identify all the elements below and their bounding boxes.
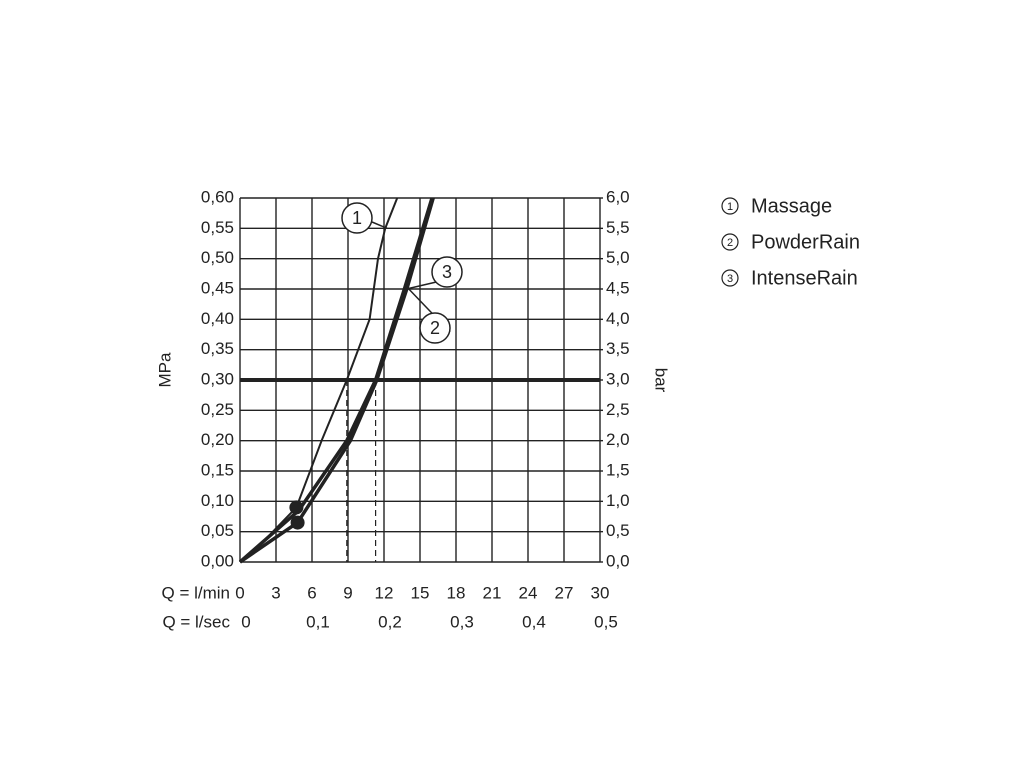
x-tick-label: 18 bbox=[447, 583, 466, 602]
legend-number: 2 bbox=[727, 237, 733, 249]
x-tick-label: 3 bbox=[271, 583, 280, 602]
y-tick-label: 0,40 bbox=[201, 309, 234, 328]
y2-tick-label: 6,0 bbox=[606, 187, 630, 206]
y-tick-label: 0,10 bbox=[201, 491, 234, 510]
y-tick-label: 0,30 bbox=[201, 369, 234, 388]
y2-tick-label: 0,5 bbox=[606, 521, 630, 540]
y2-tick-label: 3,0 bbox=[606, 369, 630, 388]
x2-axis-label: Q = l/sec bbox=[162, 612, 230, 631]
y2-tick-label: 1,5 bbox=[606, 460, 630, 479]
y2-tick-label: 5,5 bbox=[606, 218, 630, 237]
callout-label: 3 bbox=[442, 262, 452, 282]
y-tick-label: 0,20 bbox=[201, 430, 234, 449]
legend-label: Massage bbox=[751, 195, 832, 217]
x-tick-label: 27 bbox=[555, 583, 574, 602]
callout-circle bbox=[419, 312, 451, 344]
legend-number: 3 bbox=[727, 273, 733, 285]
legend-circle bbox=[721, 197, 739, 215]
y-axis-label: MPa bbox=[155, 352, 174, 388]
x2-tick-label: 0,1 bbox=[306, 612, 330, 631]
y-tick-label: 0,35 bbox=[201, 339, 234, 358]
callout-circle bbox=[341, 202, 373, 234]
y2-axis-label: bar bbox=[652, 368, 671, 393]
y-tick-label: 0,05 bbox=[201, 521, 234, 540]
line-series bbox=[238, 197, 434, 564]
y2-tick-label: 4,5 bbox=[606, 278, 630, 297]
x2-tick-label: 0,5 bbox=[594, 612, 618, 631]
x-tick-label: 24 bbox=[519, 583, 538, 602]
x2-tick-label: 0,4 bbox=[522, 612, 546, 631]
y2-tick-label: 0,0 bbox=[606, 551, 630, 570]
y-tick-label: 0,00 bbox=[201, 551, 234, 570]
legend-number: 1 bbox=[727, 201, 733, 213]
y2-tick-label: 3,5 bbox=[606, 339, 630, 358]
y-tick-label: 0,15 bbox=[201, 460, 234, 479]
x2-tick-label: 0 bbox=[241, 612, 250, 631]
x-tick-label: 30 bbox=[591, 583, 610, 602]
y2-tick-label: 2,0 bbox=[606, 430, 630, 449]
legend-label: PowderRain bbox=[751, 231, 860, 253]
y2-tick-label: 5,0 bbox=[606, 248, 630, 267]
y-tick-label: 0,50 bbox=[201, 248, 234, 267]
y-tick-label: 0,60 bbox=[201, 187, 234, 206]
legend-circle bbox=[721, 233, 739, 251]
callout-leader bbox=[371, 221, 388, 230]
x-tick-label: 21 bbox=[483, 583, 502, 602]
callout-circle bbox=[431, 256, 463, 288]
x-tick-label: 0 bbox=[235, 583, 244, 602]
x-axis-label: Q = l/min bbox=[162, 583, 231, 602]
y2-tick-label: 1,0 bbox=[606, 491, 630, 510]
y-tick-label: 0,45 bbox=[201, 278, 234, 297]
x-tick-label: 12 bbox=[375, 583, 394, 602]
y-tick-label: 0,25 bbox=[201, 400, 234, 419]
y2-tick-label: 4,0 bbox=[606, 309, 630, 328]
x2-tick-label: 0,2 bbox=[378, 612, 402, 631]
point bbox=[290, 515, 305, 530]
callout-label: 2 bbox=[430, 318, 440, 338]
y2-tick-label: 2,5 bbox=[606, 400, 630, 419]
callout-label: 1 bbox=[352, 208, 362, 228]
line-series bbox=[239, 197, 435, 564]
point bbox=[289, 500, 304, 515]
legend-circle bbox=[721, 269, 739, 287]
x2-tick-label: 0,3 bbox=[450, 612, 474, 631]
legend-label: IntenseRain bbox=[751, 267, 858, 289]
x-tick-label: 9 bbox=[343, 583, 352, 602]
y-tick-label: 0,55 bbox=[201, 218, 234, 237]
x-tick-label: 15 bbox=[411, 583, 430, 602]
x-tick-label: 6 bbox=[307, 583, 316, 602]
